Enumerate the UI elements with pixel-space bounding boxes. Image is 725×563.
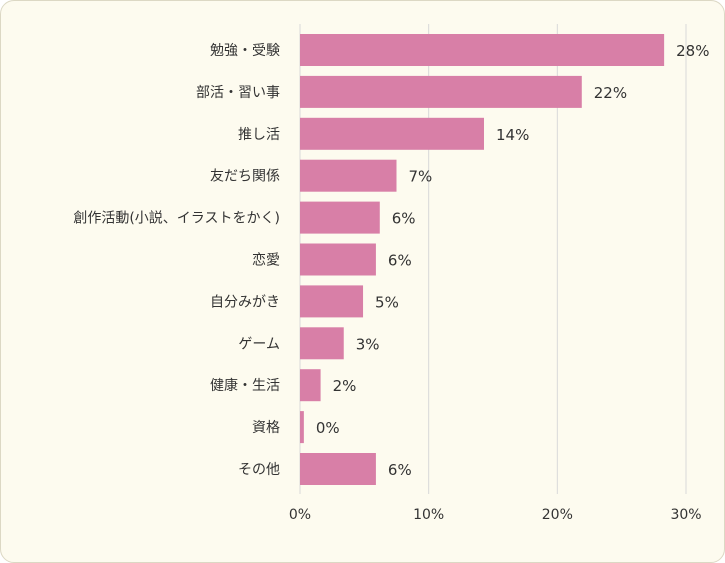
value-label: 0% (316, 419, 340, 437)
value-label: 28% (676, 42, 709, 60)
x-axis-ticks: 0% 10% 20% 30% (289, 507, 702, 523)
value-label: 22% (594, 84, 627, 102)
value-label: 6% (388, 461, 412, 479)
category-label: 部活・習い事 (196, 85, 280, 101)
bar (300, 369, 321, 402)
bar (300, 201, 380, 234)
x-tick-label: 0% (289, 507, 311, 523)
category-label: 健康・生活 (210, 377, 280, 394)
category-label: 勉強・受験 (210, 43, 280, 59)
bar (300, 159, 397, 192)
x-tick-label: 30% (670, 507, 701, 523)
category-label: 恋愛 (252, 252, 280, 269)
category-label: 資格 (252, 420, 280, 436)
category-label: ゲーム (238, 336, 280, 352)
bar (300, 243, 376, 276)
category-label: 友だち関係 (210, 169, 280, 185)
value-label: 2% (333, 377, 357, 395)
value-labels: 28% 22% 14% 7% 6% 6% 5% 3% 2% 0% 6% (316, 42, 710, 479)
bar (300, 75, 582, 108)
category-label: 推し活 (238, 127, 280, 143)
category-label: 創作活動(小説、イラストをかく) (73, 211, 280, 227)
value-label: 6% (392, 210, 416, 228)
category-label: 自分みがき (210, 294, 280, 310)
bar (300, 327, 344, 360)
bar (300, 34, 665, 66)
bars (300, 34, 665, 485)
bar (300, 453, 376, 485)
value-label: 3% (356, 335, 380, 353)
category-label: その他 (238, 462, 280, 478)
value-label: 7% (409, 168, 433, 186)
bar (300, 411, 304, 444)
value-label: 5% (375, 293, 399, 311)
x-tick-label: 20% (542, 507, 573, 523)
bar (300, 117, 484, 150)
value-label: 14% (496, 126, 529, 144)
x-tick-label: 10% (413, 507, 444, 523)
bar (300, 285, 364, 318)
value-label: 6% (388, 252, 412, 270)
